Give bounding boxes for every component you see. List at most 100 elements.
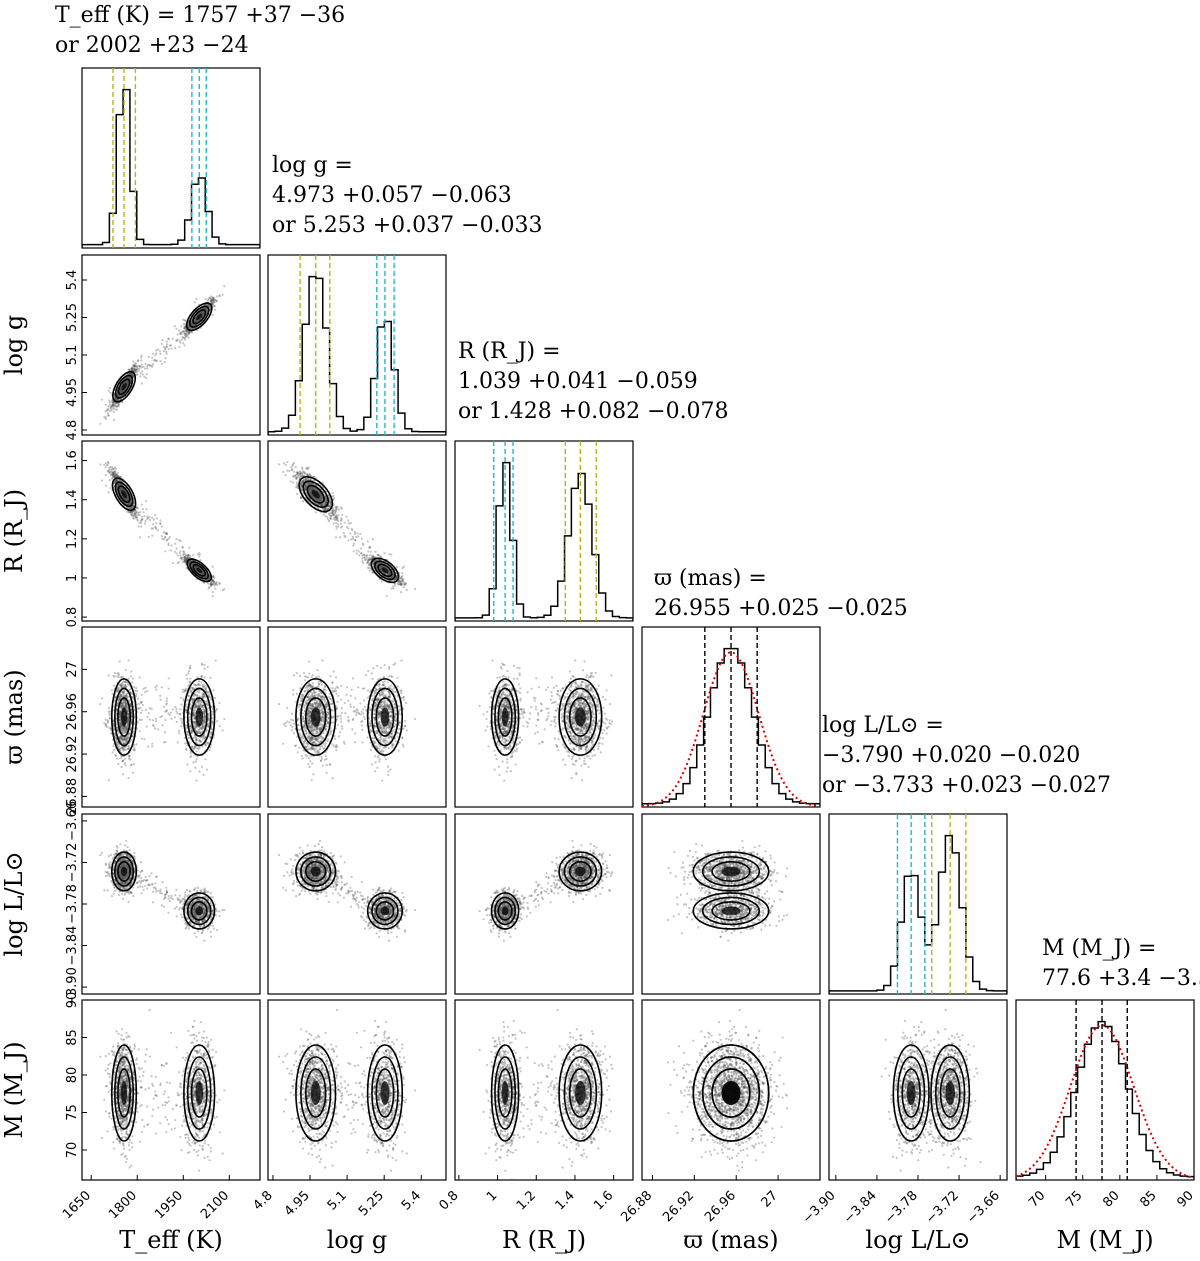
density-contour <box>117 485 131 504</box>
x-tick-label: 2100 <box>198 1188 232 1222</box>
x-axis-label-teff: T_eff (K) <box>119 1226 223 1254</box>
density-contour <box>935 1056 966 1130</box>
density-contour <box>558 678 603 756</box>
panel-frame <box>267 813 447 995</box>
density-contour <box>380 707 390 727</box>
scatter-plx-vs-logl <box>641 813 821 995</box>
x-tick-label: 75 <box>1063 1188 1085 1210</box>
density-contour <box>568 697 592 737</box>
x-tick-label: 4.8 <box>251 1188 276 1213</box>
density-contour <box>190 1068 208 1118</box>
x-tick-label: 26.92 <box>660 1188 697 1225</box>
x-axis-label-r: R (R_J) <box>502 1226 586 1254</box>
x-tick-label: 27 <box>759 1188 781 1210</box>
scatter-teff-vs-logl: −3.90−3.84 −3.78−3.72 −3.66 <box>65 801 261 1007</box>
y-tick-label: 5.4 <box>65 270 80 291</box>
density-contour <box>186 1056 212 1130</box>
y-tick-label: 1.6 <box>65 450 80 471</box>
title-r: R (R_J) = <box>458 339 561 364</box>
density-contour <box>497 697 513 737</box>
density-contour <box>375 1068 395 1118</box>
density-contour <box>120 1081 128 1105</box>
y-tick-label: 4.8 <box>65 420 80 441</box>
title-teff: or 2002 +23 −24 <box>55 33 249 58</box>
density-contour <box>114 374 134 399</box>
density-contour <box>114 687 135 747</box>
density-contour <box>371 1056 399 1130</box>
scatter-r-vs-plx <box>454 626 634 808</box>
density-contour <box>186 896 212 926</box>
title-plx: ϖ (mas) = <box>654 566 767 591</box>
y-tick-label: 5.1 <box>65 345 80 366</box>
title-plx: 26.955 +0.025 −0.025 <box>654 596 908 621</box>
density-contour <box>563 687 598 747</box>
y-tick-label: −3.72 <box>65 843 80 883</box>
y-tick-label: 5.25 <box>65 303 80 332</box>
density-contour <box>711 1068 751 1118</box>
density-contour <box>692 892 770 930</box>
x-axis-label-logg: log g <box>327 1226 387 1254</box>
density-contour <box>186 687 212 747</box>
density-contour <box>366 1044 404 1142</box>
density-contour <box>701 1056 761 1130</box>
density-contour <box>494 1056 517 1130</box>
density-contour <box>373 560 396 581</box>
x-tick-label: 5.25 <box>356 1188 387 1219</box>
x-tick-label: 70 <box>1026 1188 1048 1210</box>
density-contour <box>371 896 399 926</box>
density-contour <box>110 851 138 892</box>
density-contour <box>563 1056 598 1130</box>
panel-frame <box>454 440 634 622</box>
density-contour <box>110 678 138 756</box>
density-contour <box>892 1044 930 1142</box>
density-contour <box>114 856 135 887</box>
x-tick-label: 0.8 <box>436 1188 461 1213</box>
density-contour <box>186 558 213 583</box>
density-contour <box>295 678 337 756</box>
density-contour <box>575 866 586 877</box>
density-contour <box>490 1044 520 1142</box>
histogram-logl <box>828 813 1008 995</box>
density-contour <box>117 378 131 396</box>
title-logg: log g = <box>272 153 353 178</box>
y-tick-label: 26.92 <box>65 735 80 772</box>
density-contour <box>305 1068 327 1118</box>
x-tick-label: −3.90 <box>800 1188 839 1227</box>
density-contour <box>501 906 509 916</box>
density-contour <box>306 484 325 504</box>
density-contour <box>189 561 210 580</box>
density-contour <box>692 1044 770 1142</box>
histogram-r <box>454 440 634 622</box>
density-contour <box>501 1081 509 1105</box>
density-contour <box>377 563 393 578</box>
histogram-steps <box>82 88 260 248</box>
density-contour <box>897 1056 926 1130</box>
panel-frame <box>454 999 634 1181</box>
histogram-steps <box>642 647 820 807</box>
density-contour <box>501 707 509 727</box>
density-contour <box>563 856 598 887</box>
y-tick-label: 1.2 <box>65 528 80 549</box>
density-contour <box>305 697 327 737</box>
x-tick-label: 90 <box>1175 1188 1197 1210</box>
density-contour <box>196 567 203 574</box>
y-axis-label-r: R (R_J) <box>0 489 28 573</box>
scatter-teff-vs-logg: 4.8 4.95 5.1 5.25 5.4 <box>65 254 261 441</box>
title-logl: log L/L⊙ = <box>822 713 944 738</box>
density-contour <box>370 557 400 584</box>
title-logl: −3.790 +0.020 −0.020 <box>822 743 1080 768</box>
density-contour <box>310 866 321 877</box>
y-tick-label: 1.4 <box>65 489 80 510</box>
density-contour <box>111 477 137 512</box>
density-contour <box>930 1044 971 1142</box>
y-axis-label-logl: log L/L⊙ <box>0 851 28 956</box>
density-contour <box>701 896 761 926</box>
density-contour <box>192 563 207 577</box>
density-contour <box>366 892 404 930</box>
density-contour <box>380 906 390 916</box>
y-tick-label: −3.90 <box>65 967 80 1007</box>
density-contour <box>298 476 334 513</box>
y-tick-label: 70 <box>65 1142 80 1159</box>
density-contour <box>302 480 329 509</box>
x-axis-label-plx: ϖ (mas) <box>683 1226 778 1254</box>
